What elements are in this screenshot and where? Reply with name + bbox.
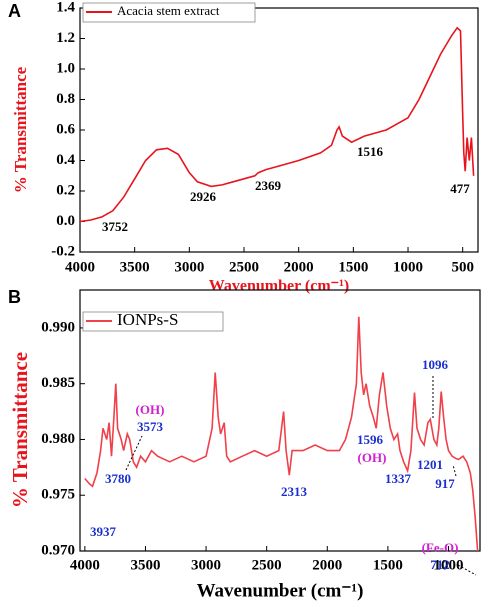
x-tick-label: 2000	[312, 557, 342, 573]
annotation: (Fe-O)	[422, 540, 459, 555]
y-tick-label: 0.4	[56, 152, 75, 168]
x-tick-label: 4000	[70, 557, 100, 573]
y-tick-label: 0.980	[41, 431, 75, 447]
annotation: 1596	[357, 432, 384, 447]
data-line	[84, 316, 479, 552]
annotation: 3780	[105, 471, 131, 486]
x-tick-label: 4000	[65, 259, 95, 275]
leader	[125, 435, 143, 471]
y-axis-title: % Transmittance	[8, 352, 32, 508]
x-tick-label: 1000	[393, 259, 423, 275]
x-tick-label: 3500	[130, 557, 160, 573]
annotation: 2369	[255, 178, 282, 193]
y-tick-label: 1.0	[56, 60, 75, 76]
x-tick-label: 3000	[191, 557, 221, 573]
y-tick-label: 1.2	[56, 30, 75, 46]
panel-label: B	[8, 287, 21, 307]
annotation: 3937	[90, 524, 117, 539]
annotation: 477	[450, 181, 470, 196]
y-tick-label: 0.985	[41, 375, 75, 391]
y-tick-label: 0.990	[41, 319, 75, 335]
x-tick-label: 2500	[252, 557, 282, 573]
annotation: 2926	[190, 189, 217, 204]
x-tick-label: 2000	[284, 259, 314, 275]
annotation: (OH)	[136, 402, 165, 417]
annotation: 1201	[417, 457, 443, 472]
x-tick-label: 3000	[174, 259, 204, 275]
x-tick-label: 1000	[433, 557, 463, 573]
legend-box	[82, 2, 256, 23]
y-axis-title: % Transmittance	[11, 66, 30, 193]
leader	[457, 564, 477, 576]
x-tick-label: 500	[451, 259, 474, 275]
annotation: 712	[430, 557, 450, 572]
y-tick-label: 0.2	[56, 182, 75, 198]
annotation: (OH)	[358, 450, 387, 465]
annotation: 3573	[137, 419, 164, 434]
y-tick-label: 0.6	[56, 121, 75, 137]
plot-frame	[79, 7, 479, 253]
annotation: 1096	[422, 357, 449, 372]
leader	[452, 464, 457, 477]
y-tick-label: 0.0	[56, 213, 75, 229]
y-tick-label: 0.975	[41, 487, 75, 503]
legend-label: Acacia stem extract	[117, 3, 220, 18]
annotation: 1516	[357, 144, 384, 159]
x-tick-label: 1500	[338, 259, 368, 275]
data-line	[79, 26, 475, 223]
x-tick-label: 3500	[120, 259, 150, 275]
x-axis-title: Wavenumber (cm⁻¹)	[209, 278, 349, 295]
y-tick-label: 0.8	[56, 91, 75, 107]
panel-label: A	[8, 1, 21, 21]
x-tick-label: 1500	[373, 557, 403, 573]
annotation: 2313	[281, 484, 308, 499]
y-tick-label: 1.4	[56, 0, 75, 15]
annotation: 1337	[385, 471, 412, 486]
x-tick-label: 2500	[229, 259, 259, 275]
legend-box	[82, 311, 224, 332]
annotation: 3752	[102, 219, 128, 234]
legend-label: IONPs-S	[117, 310, 178, 329]
y-tick-label: -0.2	[51, 243, 75, 259]
plot-frame	[79, 289, 481, 552]
annotation: 917	[435, 476, 455, 491]
x-axis-title: Wavenumber (cm⁻¹)	[197, 580, 364, 601]
y-tick-label: 0.970	[41, 542, 75, 558]
